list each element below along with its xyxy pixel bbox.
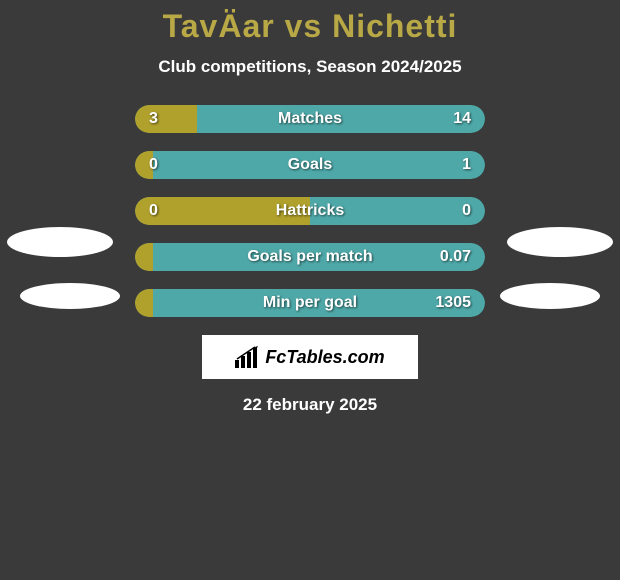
stat-row: Min per goal 1305 [135, 289, 485, 317]
stat-bar-left [135, 105, 197, 133]
chart-icon [235, 346, 259, 368]
stat-label: Goals [288, 156, 332, 174]
stat-row: Goals per match 0.07 [135, 243, 485, 271]
comparison-title: TavÄar vs Nichetti [0, 8, 620, 45]
stat-value-right: 0 [462, 202, 471, 220]
stat-row: Goals 0 1 [135, 151, 485, 179]
stat-label: Hattricks [276, 202, 344, 220]
comparison-subtitle: Club competitions, Season 2024/2025 [0, 57, 620, 77]
fctables-logo: FcTables.com [202, 335, 418, 379]
player-right-badge-2 [500, 283, 600, 309]
stat-label: Min per goal [263, 294, 357, 312]
player-right-badge-1 [507, 227, 613, 257]
stat-value-left: 3 [149, 110, 158, 128]
comparison-date: 22 february 2025 [0, 395, 620, 415]
player-left-badge-1 [7, 227, 113, 257]
player-left-badge-2 [20, 283, 120, 309]
stat-value-left: 0 [149, 202, 158, 220]
stat-row: Matches 3 14 [135, 105, 485, 133]
stat-label: Matches [278, 110, 342, 128]
stat-value-right: 1305 [435, 294, 471, 312]
stat-bar-left [135, 243, 153, 271]
stat-bar-left [135, 289, 153, 317]
stat-value-right: 1 [462, 156, 471, 174]
stat-row: Hattricks 0 0 [135, 197, 485, 225]
stat-label: Goals per match [247, 248, 372, 266]
stat-value-right: 0.07 [440, 248, 471, 266]
stat-value-left: 0 [149, 156, 158, 174]
logo-text: FcTables.com [265, 347, 384, 368]
stat-value-right: 14 [453, 110, 471, 128]
